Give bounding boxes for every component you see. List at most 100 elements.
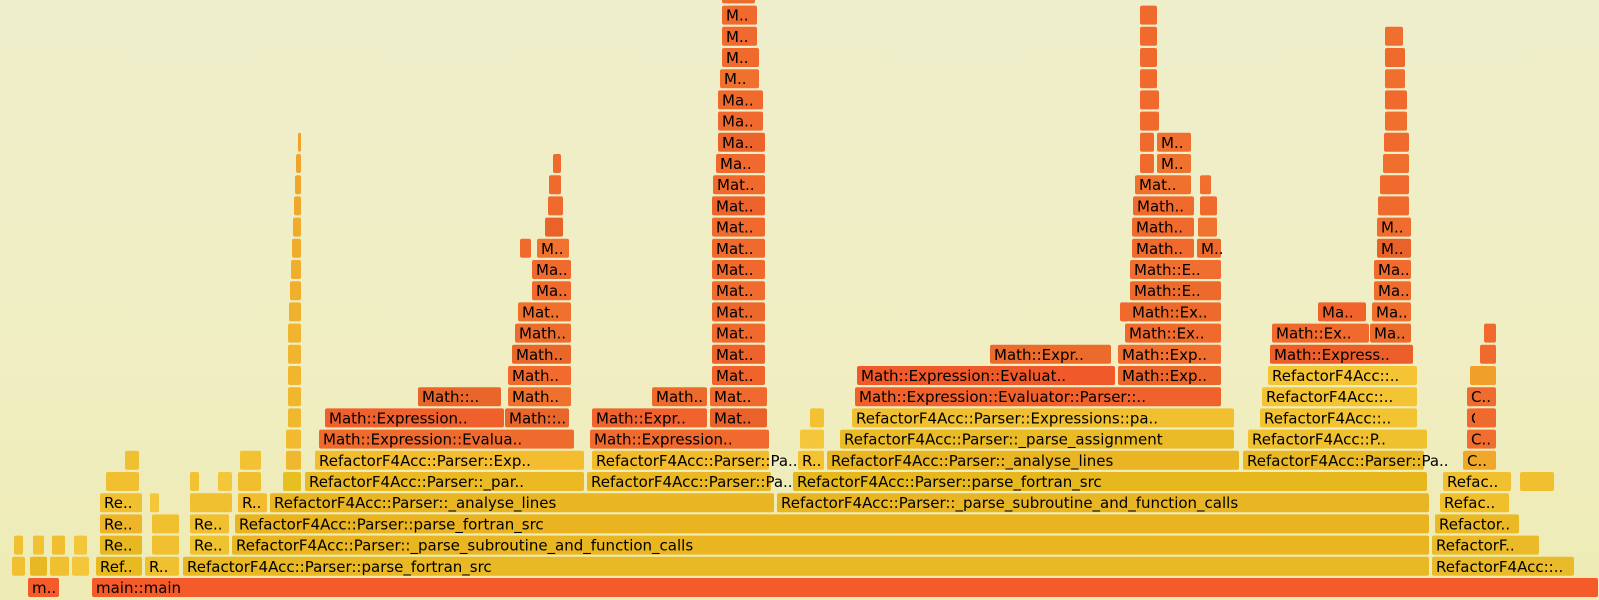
flame-frame[interactable] — [150, 493, 159, 513]
flame-frame[interactable]: Re.. — [190, 514, 229, 534]
flame-frame[interactable]: Math.. — [515, 323, 571, 343]
flame-frame-rect[interactable] — [722, 5, 757, 25]
flame-frame[interactable]: M.. — [1157, 132, 1191, 152]
flame-frame[interactable] — [152, 514, 179, 534]
flame-frame-rect[interactable] — [190, 493, 232, 513]
flame-frame-rect[interactable] — [1140, 48, 1157, 67]
flame-frame[interactable]: Re.. — [100, 535, 142, 555]
flame-frame[interactable] — [545, 217, 563, 237]
flame-frame[interactable]: RefactorF4Acc::Parser::Pa.. — [1243, 450, 1449, 470]
flame-frame-rect[interactable] — [418, 387, 501, 407]
flame-frame-rect[interactable] — [52, 535, 65, 555]
flame-frame[interactable]: Math::Exp.. — [1118, 366, 1221, 385]
flame-frame[interactable]: main::main — [92, 578, 1598, 597]
flame-frame-rect[interactable] — [720, 69, 759, 89]
flame-frame[interactable]: Math::E.. — [1130, 281, 1221, 301]
flame-frame[interactable]: M.. — [722, 0, 755, 3]
flame-frame[interactable]: Math::Expression.. — [325, 408, 504, 428]
flame-frame[interactable] — [1140, 48, 1157, 67]
flame-frame-rect[interactable] — [1432, 556, 1574, 576]
flame-frame[interactable]: Ma.. — [718, 111, 763, 131]
flame-frame-rect[interactable] — [14, 535, 23, 555]
flame-frame[interactable]: M.. — [722, 5, 757, 25]
flame-frame-rect[interactable] — [1467, 429, 1496, 449]
flame-frame-rect[interactable] — [288, 387, 301, 407]
flame-frame[interactable] — [1385, 111, 1407, 131]
flame-frame[interactable]: R.. — [145, 556, 179, 576]
flame-frame[interactable] — [1140, 5, 1157, 25]
flame-frame[interactable]: Mat.. — [712, 196, 765, 216]
flame-frame-rect[interactable] — [100, 514, 142, 534]
flame-frame[interactable]: RefactorF4Acc::Parser::_parse_subroutine… — [777, 493, 1429, 513]
flame-frame-rect[interactable] — [712, 238, 765, 258]
flame-frame-rect[interactable] — [537, 238, 569, 258]
flame-frame-rect[interactable] — [12, 556, 25, 576]
flame-frame-rect[interactable] — [92, 578, 1598, 597]
flame-frame-rect[interactable] — [1132, 238, 1194, 258]
flame-frame-rect[interactable] — [1484, 323, 1496, 343]
flame-frame[interactable]: Ma.. — [718, 132, 765, 152]
flame-frame-rect[interactable] — [545, 217, 563, 237]
flame-frame-rect[interactable] — [286, 450, 301, 470]
flame-frame-rect[interactable] — [238, 493, 267, 513]
flame-frame-rect[interactable] — [1262, 387, 1417, 407]
flame-frame[interactable]: R.. — [798, 450, 824, 470]
flame-frame-rect[interactable] — [28, 578, 59, 597]
flame-frame[interactable] — [1385, 48, 1405, 67]
flame-frame-rect[interactable] — [288, 344, 301, 364]
flame-frame-rect[interactable] — [30, 556, 47, 576]
flame-frame-rect[interactable] — [1383, 154, 1409, 173]
flame-frame-rect[interactable] — [238, 472, 261, 491]
flame-frame[interactable]: Re.. — [100, 514, 142, 534]
flame-frame[interactable] — [125, 450, 139, 470]
flame-frame-rect[interactable] — [1272, 323, 1369, 343]
flame-frame-rect[interactable] — [515, 323, 571, 343]
flame-frame-rect[interactable] — [587, 472, 771, 491]
flame-frame-rect[interactable] — [712, 260, 765, 279]
flame-frame[interactable] — [1384, 132, 1409, 152]
flame-frame-rect[interactable] — [1443, 472, 1511, 491]
flame-frame[interactable] — [152, 535, 179, 555]
flame-frame[interactable]: RefactorF4Acc::Parser::_parse_assignment — [840, 429, 1234, 450]
flame-frame[interactable]: Math::Expression.. — [590, 429, 769, 449]
flame-frame[interactable] — [549, 175, 561, 195]
flame-frame[interactable] — [1140, 154, 1154, 173]
flame-frame-rect[interactable] — [793, 472, 1427, 491]
flame-frame[interactable]: M.. — [537, 238, 569, 258]
flame-frame-rect[interactable] — [590, 429, 769, 449]
flame-frame-rect[interactable] — [1130, 260, 1221, 279]
flame-frame[interactable]: Math.. — [512, 344, 571, 364]
flame-frame[interactable]: Ma.. — [1374, 281, 1411, 301]
flame-frame-rect[interactable] — [50, 556, 69, 576]
flame-frame[interactable] — [1120, 302, 1129, 322]
flame-frame[interactable] — [30, 556, 47, 576]
flame-frame-rect[interactable] — [1480, 344, 1496, 364]
flame-frame[interactable]: Math::Exp.. — [1118, 344, 1221, 364]
flame-frame-rect[interactable] — [712, 302, 765, 322]
flame-frame-rect[interactable] — [1197, 238, 1221, 258]
flame-frame[interactable] — [1380, 175, 1409, 195]
flame-frame[interactable]: M.. — [1197, 238, 1223, 258]
flame-frame[interactable]: Mat.. — [710, 387, 767, 407]
flame-frame[interactable]: Ref.. — [96, 556, 142, 576]
flame-frame[interactable]: Ma.. — [1318, 302, 1366, 322]
flame-frame[interactable]: Mat.. — [712, 366, 765, 385]
flame-frame[interactable] — [1140, 132, 1154, 152]
flame-frame-rect[interactable] — [716, 154, 765, 173]
flame-frame-rect[interactable] — [152, 514, 179, 534]
flame-frame-rect[interactable] — [295, 175, 301, 195]
flame-frame-rect[interactable] — [722, 26, 757, 46]
flame-frame-rect[interactable] — [712, 217, 765, 237]
flame-frame-rect[interactable] — [1377, 238, 1411, 258]
flame-frame[interactable] — [1383, 154, 1409, 173]
flame-frame[interactable]: Math::Expression::Evaluat.. — [857, 366, 1115, 385]
flame-frame[interactable] — [238, 472, 261, 491]
flame-frame-rect[interactable] — [712, 366, 765, 385]
flame-frame-rect[interactable] — [106, 472, 139, 491]
flame-frame-rect[interactable] — [1133, 196, 1194, 216]
flame-frame[interactable]: RefactorF4Acc::Parser::Pa.. — [587, 472, 793, 491]
flame-frame-rect[interactable] — [518, 302, 571, 322]
flame-frame-rect[interactable] — [1435, 514, 1519, 534]
flame-frame-rect[interactable] — [240, 450, 261, 470]
flame-frame-rect[interactable] — [96, 556, 142, 576]
